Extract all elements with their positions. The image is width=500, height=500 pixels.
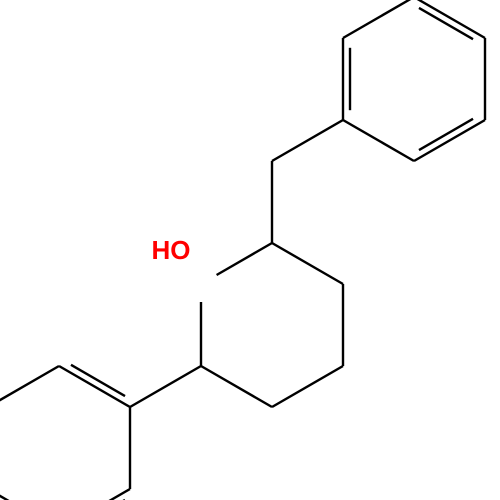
- hydroxyl-label: HO: [151, 235, 190, 265]
- molecule-diagram: HO: [0, 0, 500, 500]
